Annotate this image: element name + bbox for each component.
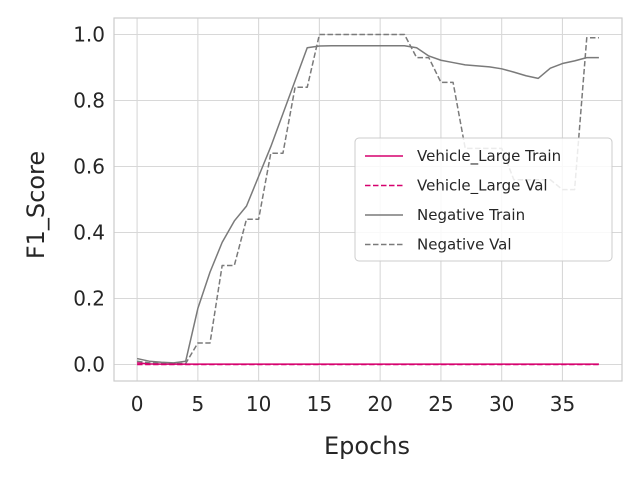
x-tick-label: 30	[489, 392, 514, 416]
x-tick-label: 15	[307, 392, 332, 416]
x-tick-label: 35	[550, 392, 575, 416]
legend-label-vehicle-large-val: Vehicle_Large Val	[417, 177, 548, 196]
y-tick-labels: 0.0 0.2 0.4 0.6 0.8 1.0	[73, 23, 105, 377]
x-tick-label: 0	[131, 392, 144, 416]
series-line-negative-train	[136, 44, 599, 364]
y-tick-label: 0.0	[73, 353, 105, 377]
legend: Vehicle_Large Train Vehicle_Large Val Nega…	[354, 137, 613, 262]
x-tick-label: 20	[367, 392, 392, 416]
y-tick-label: 0.8	[73, 89, 105, 113]
x-tick-label: 10	[246, 392, 271, 416]
legend-box	[354, 137, 613, 262]
y-tick-label: 1.0	[73, 23, 105, 47]
x-tick-labels: 0 5 10 15 20 25 30 35	[131, 392, 575, 416]
legend-label-vehicle-large-train: Vehicle_Large Train	[417, 147, 561, 166]
y-axis-title: F1_Score	[22, 151, 50, 259]
plot-frame	[113, 17, 623, 382]
y-tick-label: 0.4	[73, 221, 105, 245]
legend-label-negative-train: Negative Train	[417, 206, 525, 224]
legend-label-negative-val: Negative Val	[417, 236, 512, 254]
x-axis-title: Epochs	[324, 432, 410, 460]
y-tick-label: 0.6	[73, 155, 105, 179]
x-tick-label: 25	[428, 392, 453, 416]
y-tick-label: 0.2	[73, 287, 105, 311]
x-tick-label: 5	[191, 392, 204, 416]
